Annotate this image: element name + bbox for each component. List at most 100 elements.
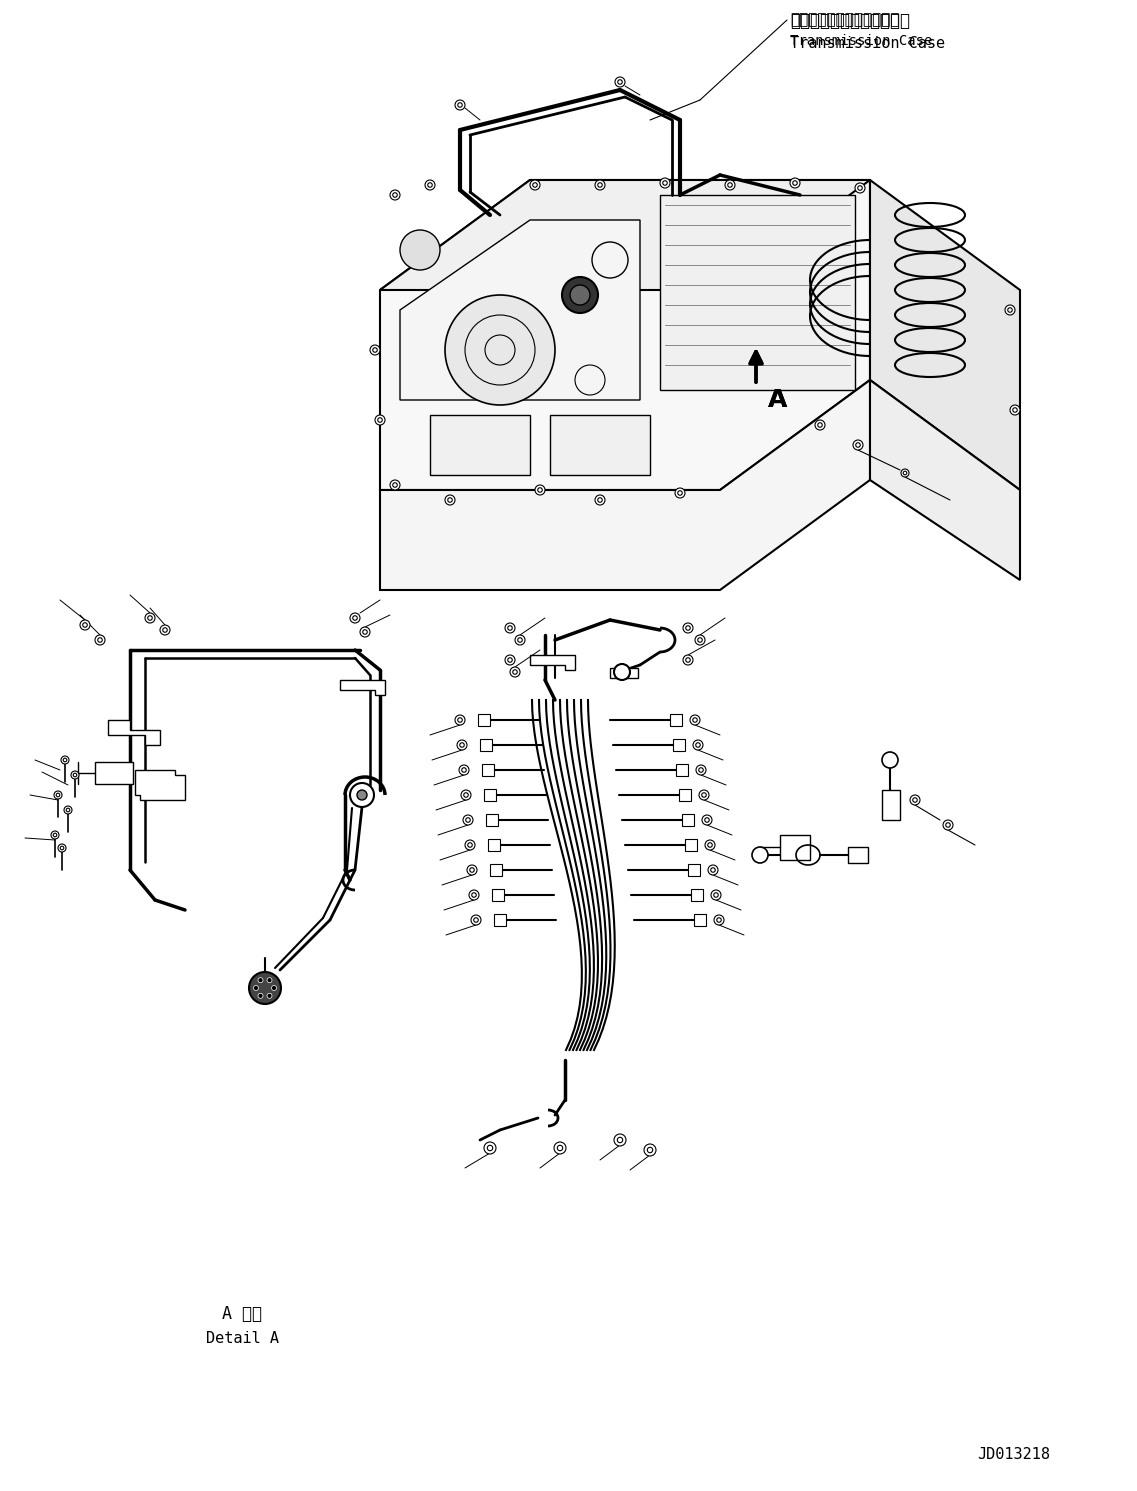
Bar [478, 714, 490, 726]
Circle shape [249, 972, 281, 1003]
Circle shape [647, 1147, 653, 1153]
Circle shape [818, 423, 822, 428]
Circle shape [472, 893, 476, 898]
Circle shape [1013, 407, 1018, 412]
Circle shape [790, 177, 800, 188]
Circle shape [663, 180, 667, 185]
Circle shape [467, 865, 478, 875]
Circle shape [462, 768, 466, 772]
Bar [488, 839, 500, 851]
Bar [609, 668, 638, 678]
Circle shape [686, 658, 690, 662]
Circle shape [711, 868, 715, 872]
Text: A 詳細: A 詳細 [222, 1305, 262, 1323]
Circle shape [73, 774, 77, 777]
Circle shape [56, 793, 60, 796]
Circle shape [695, 635, 705, 646]
Bar [493, 914, 506, 926]
Circle shape [659, 177, 670, 188]
Circle shape [468, 890, 479, 901]
Bar [482, 763, 493, 775]
Circle shape [83, 623, 88, 628]
Circle shape [445, 495, 455, 505]
Circle shape [536, 485, 545, 495]
Bar [430, 414, 530, 476]
Circle shape [425, 180, 435, 189]
Circle shape [913, 798, 918, 802]
Bar [682, 814, 694, 826]
Bar [485, 814, 498, 826]
Polygon shape [870, 180, 1020, 491]
Circle shape [146, 613, 155, 623]
Circle shape [595, 180, 605, 189]
Circle shape [562, 277, 598, 313]
Circle shape [51, 830, 59, 839]
Circle shape [458, 103, 463, 107]
Circle shape [725, 180, 735, 189]
Circle shape [943, 820, 953, 830]
Circle shape [711, 890, 721, 901]
Circle shape [98, 638, 102, 643]
Circle shape [459, 765, 468, 775]
Circle shape [557, 1145, 563, 1151]
Circle shape [428, 183, 432, 188]
Text: トランスミッションケース: トランスミッションケース [790, 12, 910, 30]
Circle shape [60, 847, 64, 850]
Polygon shape [380, 380, 870, 590]
Circle shape [714, 893, 719, 898]
Text: JD013218: JD013218 [977, 1446, 1049, 1463]
Circle shape [505, 655, 515, 665]
Circle shape [696, 743, 700, 747]
Circle shape [463, 816, 473, 825]
Circle shape [617, 79, 622, 85]
Polygon shape [530, 655, 575, 669]
Bar [480, 740, 492, 751]
Circle shape [699, 768, 704, 772]
Circle shape [698, 638, 703, 643]
Circle shape [615, 78, 625, 86]
Circle shape [714, 915, 724, 924]
Circle shape [517, 638, 522, 643]
Circle shape [267, 978, 272, 983]
Bar [492, 889, 504, 901]
Circle shape [515, 635, 525, 646]
Bar [684, 839, 697, 851]
Circle shape [533, 183, 538, 188]
Circle shape [484, 1142, 496, 1154]
Circle shape [702, 816, 712, 825]
Circle shape [448, 498, 453, 502]
Circle shape [683, 655, 692, 665]
Circle shape [272, 986, 276, 990]
Circle shape [258, 978, 263, 983]
Bar [96, 762, 133, 784]
Circle shape [357, 790, 367, 801]
Circle shape [488, 1145, 492, 1151]
Text: A: A [767, 388, 788, 412]
Circle shape [716, 918, 721, 923]
Circle shape [363, 629, 367, 634]
Circle shape [946, 823, 951, 828]
Polygon shape [108, 720, 160, 746]
Circle shape [70, 771, 78, 778]
Circle shape [554, 1142, 566, 1154]
Bar [670, 714, 682, 726]
Polygon shape [659, 195, 855, 391]
Circle shape [64, 807, 72, 814]
Circle shape [708, 865, 717, 875]
Polygon shape [870, 380, 1020, 580]
Circle shape [702, 793, 706, 798]
Circle shape [505, 623, 515, 634]
Circle shape [254, 986, 258, 990]
Circle shape [464, 793, 468, 798]
Circle shape [598, 498, 603, 502]
Circle shape [678, 491, 682, 495]
Polygon shape [380, 180, 870, 491]
Circle shape [375, 414, 385, 425]
Circle shape [360, 628, 370, 637]
Circle shape [370, 344, 380, 355]
Circle shape [459, 743, 464, 747]
Bar [484, 789, 496, 801]
Circle shape [455, 100, 465, 110]
Circle shape [644, 1144, 656, 1156]
Circle shape [530, 180, 540, 189]
